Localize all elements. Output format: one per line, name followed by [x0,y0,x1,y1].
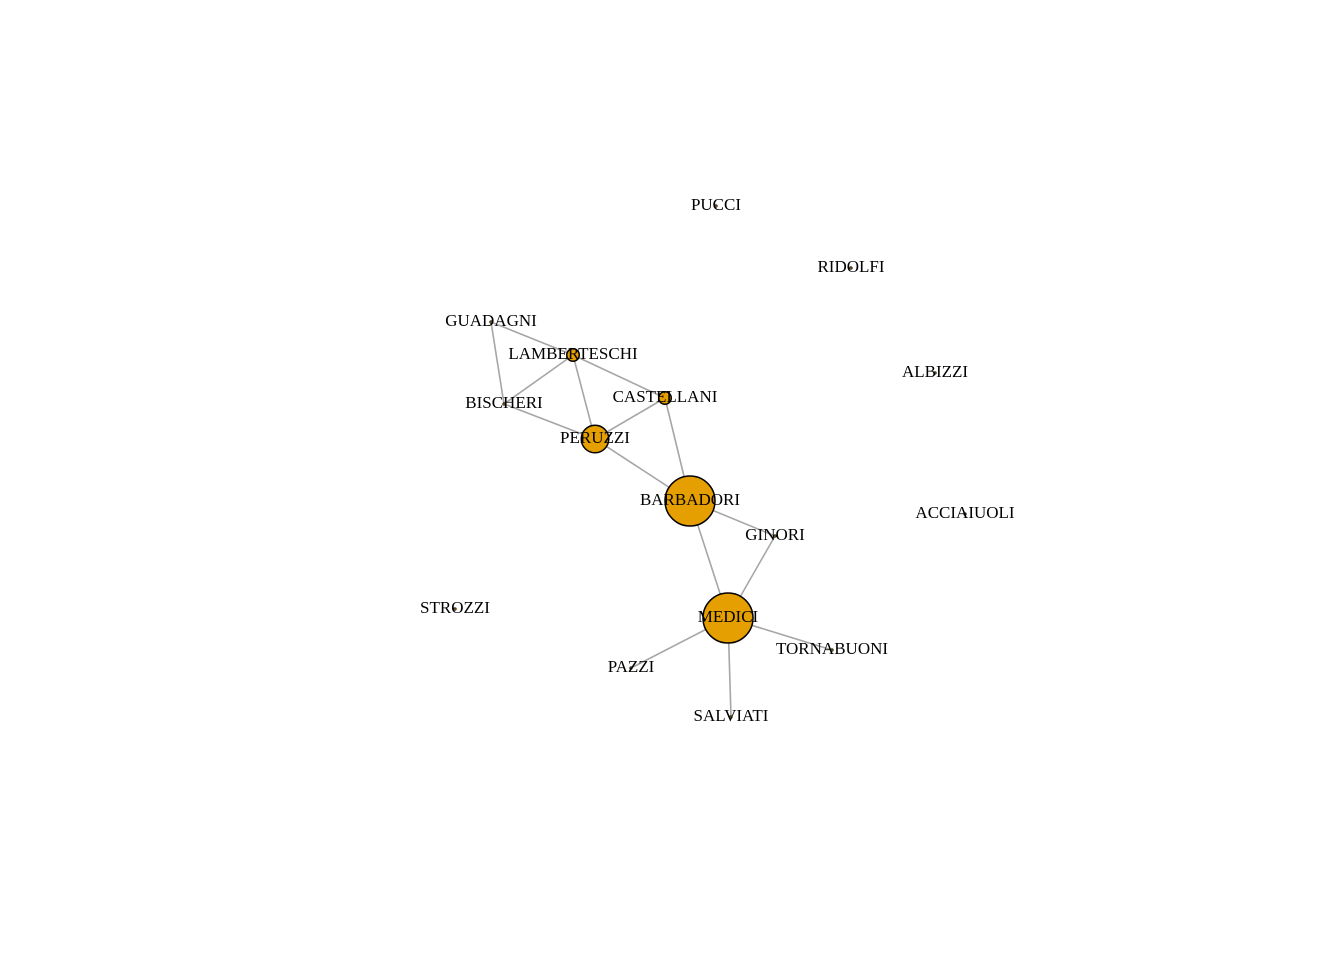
node-label-castellani: CASTELLANI [613,387,718,406]
node-label-pazzi: PAZZI [608,657,655,676]
node-label-medici: MEDICI [698,607,759,626]
node-label-albizzi: ALBIZZI [902,362,968,381]
node-label-ridolfi: RIDOLFI [817,257,884,276]
edge-bischeri-peruzzi [503,403,596,440]
edge-guadagni-bischeri [490,321,505,405]
node-strozzi [453,607,457,611]
node-lamberteschi [566,348,580,362]
node-peruzzi [580,424,610,454]
node-pucci [714,204,718,208]
edge-lamberteschi-castellani [572,354,666,399]
node-ginori [773,534,777,538]
node-castellani [658,391,672,405]
edge-lamberteschi-bischeri [503,354,574,405]
labels-layer: PUCCI RIDOLFI GUADAGNI LAMBERTESCHI ALBIZZI C… [420,195,1015,725]
node-label-salviati: SALVIATI [694,706,769,725]
node-guadagni [489,320,493,324]
node-bischeri [502,402,506,406]
node-label-peruzzi: PERUZZI [560,428,630,447]
node-medici [702,592,754,644]
node-label-lamberteschi: LAMBERTESCHI [508,344,638,363]
edge-guadagni-lamberteschi [490,321,574,356]
node-tornabuoni [830,648,834,652]
node-label-tornabuoni: TORNABUONI [776,639,888,658]
node-pazzi [629,666,633,670]
node-label-strozzi: STROZZI [420,598,490,617]
node-ridolfi [849,266,853,270]
nodes-layer [453,204,967,719]
node-albizzi [933,371,937,375]
node-label-guadagni: GUADAGNI [445,311,537,330]
node-label-pucci: PUCCI [691,195,741,214]
node-label-ginori: GINORI [745,525,805,544]
node-barbadori [664,475,716,527]
node-acciaiuoli [963,512,967,516]
node-label-barbadori: BARBADORI [640,490,740,509]
node-label-bischeri: BISCHERI [465,393,543,412]
node-label-acciaiuoli: ACCIAIUOLI [915,503,1014,522]
node-salviati [729,715,733,719]
